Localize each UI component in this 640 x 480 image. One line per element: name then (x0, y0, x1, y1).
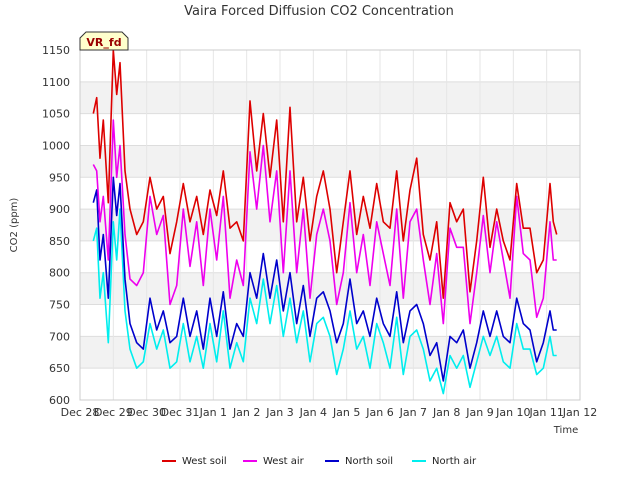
x-tick-label: Jan 6 (365, 406, 393, 419)
badge-shape (79, 31, 129, 51)
y-tick-label: 950 (49, 171, 70, 184)
y-tick-label: 750 (49, 299, 70, 312)
series-line-north-soil (92, 176, 557, 382)
x-tick-label: Dec 31 (161, 406, 200, 419)
x-tick-label: Dec 29 (94, 406, 133, 419)
plot-band (80, 81, 580, 114)
x-tick-label: Dec 28 (61, 406, 100, 419)
plot-band (80, 272, 580, 305)
y-tick-label: 600 (49, 394, 70, 407)
y-tick-labels: 600 650 700 750 800 850 900 950 1000 1050 1100 1150 (42, 44, 70, 407)
x-tick-label: Jan 4 (299, 406, 327, 419)
plot-band (80, 145, 580, 178)
site-badge: VR_fd (79, 31, 129, 51)
chart-title: Vaira Forced Diffusion CO2 Concentration (184, 4, 454, 19)
legend-label-north-soil: North soil (345, 456, 393, 467)
plot-area (79, 49, 581, 401)
x-tick-label: Jan 1 (199, 406, 227, 419)
legend-label-north-air: North air (432, 456, 477, 467)
badge-label: VR_fd (86, 36, 121, 49)
x-tick-label: Jan 11 (528, 406, 563, 419)
y-tick-label: 650 (49, 362, 70, 375)
legend-label-west-air: West air (263, 456, 305, 467)
legend-label-west-soil: West soil (182, 456, 227, 467)
series-line-north-air (92, 208, 557, 395)
y-tick-label: 1000 (42, 139, 70, 152)
x-tick-label: Jan 9 (465, 406, 493, 419)
x-tick-label: Dec 30 (127, 406, 166, 419)
legend: West soil West air North soil North air (162, 456, 477, 467)
x-tick-label: Jan 10 (495, 406, 530, 419)
y-axis-label: CO2 (ppm) (9, 198, 20, 253)
y-tick-label: 1050 (42, 108, 70, 121)
series-lines (92, 49, 558, 395)
y-tick-label: 900 (49, 203, 70, 216)
x-tick-label: Jan 2 (232, 406, 260, 419)
y-tick-label: 800 (49, 267, 70, 280)
x-axis-label: Time (553, 425, 578, 436)
y-tick-label: 1100 (42, 76, 70, 89)
plot-band (80, 336, 580, 369)
y-tick-label: 850 (49, 235, 70, 248)
plot-bands (80, 81, 580, 369)
y-tick-label: 700 (49, 330, 70, 343)
x-tick-label: Jan 5 (332, 406, 360, 419)
y-tick-label: 1150 (42, 44, 70, 57)
x-tick-label: Jan 8 (432, 406, 460, 419)
x-tick-label: Jan 7 (399, 406, 427, 419)
x-tick-label: Jan 12 (562, 406, 597, 419)
series-line-west-soil (92, 49, 558, 300)
x-tick-label: Jan 3 (265, 406, 293, 419)
series-line-west-air (92, 119, 557, 325)
